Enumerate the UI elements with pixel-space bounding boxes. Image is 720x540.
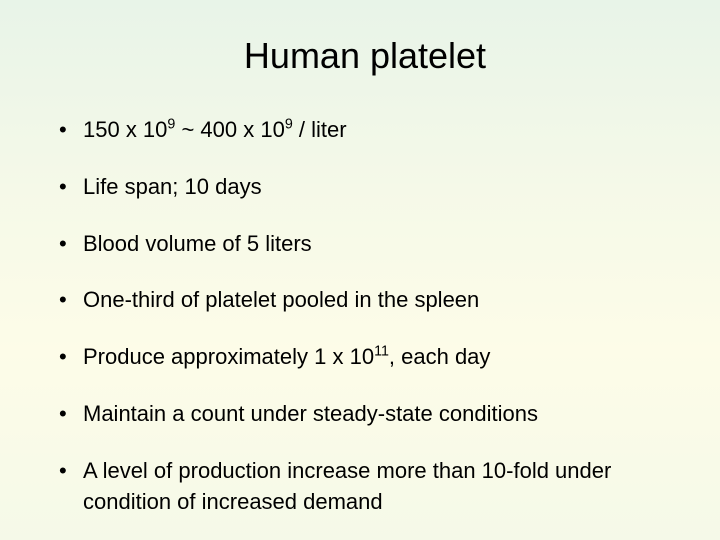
bullet-item: 150 x 109 ~ 400 x 109 / liter <box>55 115 675 146</box>
bullet-item: Blood volume of 5 liters <box>55 229 675 260</box>
bullet-item: Life span; 10 days <box>55 172 675 203</box>
bullet-sup: 11 <box>374 344 389 360</box>
bullet-item: A level of production increase more than… <box>55 456 675 518</box>
bullet-text-pre: Produce approximately 1 x 10 <box>83 344 374 369</box>
bullet-text-post: / liter <box>293 117 347 142</box>
bullet-text: A level of production increase more than… <box>83 458 611 514</box>
bullet-list: 150 x 109 ~ 400 x 109 / liter Life span;… <box>55 115 675 517</box>
bullet-text-mid: ~ 400 x 10 <box>175 117 284 142</box>
bullet-item: Maintain a count under steady-state cond… <box>55 399 675 430</box>
bullet-text-post: , each day <box>389 344 491 369</box>
bullet-item: Produce approximately 1 x 1011, each day <box>55 342 675 373</box>
bullet-sup: 9 <box>285 117 293 133</box>
bullet-text: One-third of platelet pooled in the sple… <box>83 287 479 312</box>
bullet-text: Maintain a count under steady-state cond… <box>83 401 538 426</box>
bullet-text-pre: 150 x 10 <box>83 117 167 142</box>
bullet-text: Blood volume of 5 liters <box>83 231 312 256</box>
slide: Human platelet 150 x 109 ~ 400 x 109 / l… <box>0 0 720 540</box>
bullet-text: Life span; 10 days <box>83 174 262 199</box>
bullet-item: One-third of platelet pooled in the sple… <box>55 285 675 316</box>
slide-title: Human platelet <box>55 35 675 77</box>
